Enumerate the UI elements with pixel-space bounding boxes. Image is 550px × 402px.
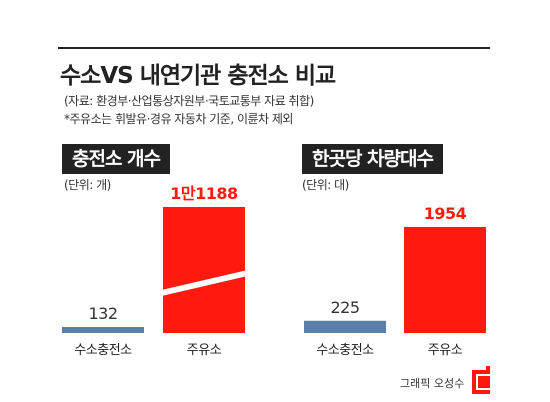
chart2-unit: (단위: 대) [302,178,349,192]
chart2-value-label-0: 225 [330,298,359,317]
chart1-bar-0 [62,327,144,333]
chart1-category-label-0: 수소충전소 [74,343,132,358]
chart2-category-label-1: 주유소 [428,343,463,358]
chart1-axis-break [161,270,247,297]
chart1-bar-1 [163,207,245,333]
chart2-value-label-1: 1954 [424,204,467,223]
chart1-value-label-0: 132 [88,304,117,323]
chart2-bar-0 [304,320,386,333]
chart2-bar-1 [404,227,486,333]
chart1-title: 충전소 개수 [62,144,171,174]
chart1-category-label-1: 주유소 [187,343,222,358]
chart1-unit: (단위: 개) [64,178,111,192]
chart2-category-label-0: 수소충전소 [316,343,374,358]
footnote: *주유소는 휘발유·경유 자동차 기준, 이륜차 제외 [64,112,293,126]
source-note: (자료: 환경부·산업통상자원부·국토교통부 자료 취합) [64,94,314,108]
graphic-credit: 그래픽 오성수 [400,377,465,390]
publisher-logo-icon [472,366,490,394]
header-rule [58,47,490,49]
chart2-title: 한곳당 차량대수 [302,144,443,174]
chart1-value-label-1: 1만1188 [170,184,238,203]
page-title: 수소VS 내연기관 충전소 비교 [60,63,336,89]
